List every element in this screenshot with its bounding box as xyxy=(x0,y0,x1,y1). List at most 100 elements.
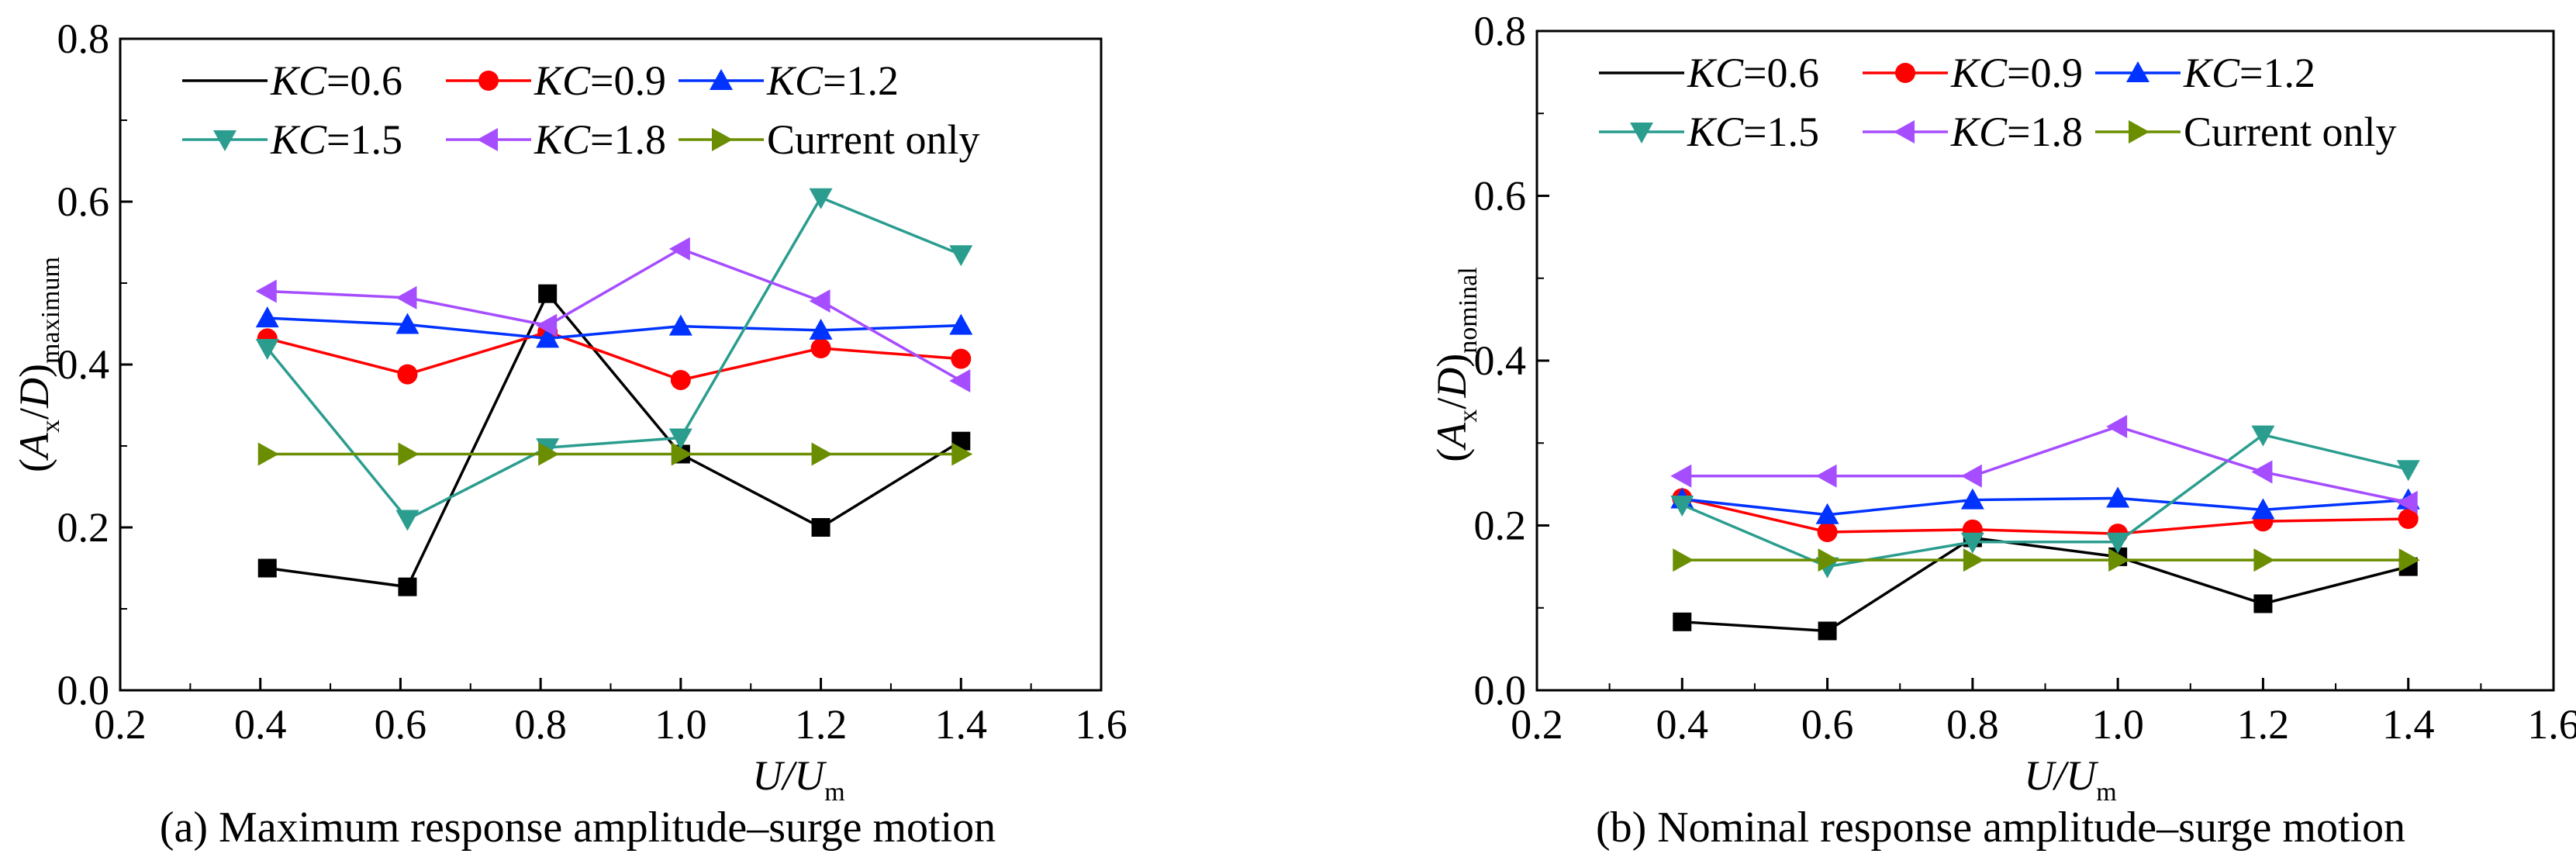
legend-label: Current only xyxy=(767,116,979,163)
x-tick-label: 0.2 xyxy=(1511,701,1563,748)
y-axis-label: (Ax/D)maximum xyxy=(11,257,65,472)
data-point xyxy=(670,369,691,390)
series-3 xyxy=(1670,425,2420,579)
y-ticks: 0.0 0.2 0.4 0.6 0.8 xyxy=(1474,8,1549,714)
series-0 xyxy=(257,284,971,596)
x-ticks: 0.2 0.4 0.6 0.8 1.0 1.2 1.4 1.6 xyxy=(1511,678,2576,748)
y-ticks: 0.0 0.2 0.4 0.6 0.8 xyxy=(57,16,133,714)
data-point xyxy=(2251,498,2275,520)
legend-label: KC=1.8 xyxy=(1950,109,2083,155)
legend: KC=0.6 KC=0.9 KC=1.2 KC=1.5 KC=1.8 Current on… xyxy=(182,57,979,163)
x-tick-label: 0.6 xyxy=(1801,701,1854,748)
legend-label: KC=0.6 xyxy=(270,57,402,104)
data-point xyxy=(255,306,279,328)
data-point xyxy=(810,338,831,358)
x-axis-label: U/Um xyxy=(752,752,844,807)
y-tick-label: 0.6 xyxy=(57,178,110,225)
legend-marker xyxy=(712,128,733,151)
data-point xyxy=(951,442,973,466)
series-line xyxy=(267,316,962,340)
data-point xyxy=(1673,548,1694,572)
data-point xyxy=(538,442,560,466)
series-4 xyxy=(255,237,971,392)
legend-label: KC=1.2 xyxy=(2183,50,2315,96)
x-tick-label: 0.8 xyxy=(514,701,567,748)
data-point xyxy=(536,313,558,337)
data-point xyxy=(2398,509,2419,529)
data-point xyxy=(2396,490,2418,514)
data-point xyxy=(809,188,833,209)
series-line xyxy=(266,195,962,521)
x-tick-label: 1.6 xyxy=(2527,701,2576,748)
data-point xyxy=(668,314,692,336)
y-axis-label: (Ax/D)nominal xyxy=(1428,267,1483,461)
legend-marker xyxy=(213,130,237,151)
data-point xyxy=(2106,415,2128,438)
series-4 xyxy=(1670,415,2418,514)
series-line xyxy=(267,291,962,589)
x-axis-label: U/Um xyxy=(2024,752,2116,807)
legend-marker xyxy=(1894,120,1915,143)
series-3 xyxy=(255,188,973,531)
data-point xyxy=(2251,460,2273,484)
data-point xyxy=(2108,548,2130,572)
data-point xyxy=(395,285,417,309)
data-point xyxy=(949,369,971,392)
series-line xyxy=(267,330,962,382)
x-tick-label: 1.0 xyxy=(2091,701,2144,748)
data-point xyxy=(809,318,833,340)
legend-marker xyxy=(1895,63,1915,83)
data-point xyxy=(1818,621,1837,641)
y-tick-label: 0.0 xyxy=(1474,667,1527,714)
y-tick-label: 0.8 xyxy=(57,16,110,62)
data-point xyxy=(1673,612,1692,631)
data-point xyxy=(1818,548,1839,572)
data-point xyxy=(668,428,692,450)
data-point xyxy=(395,313,420,334)
data-point xyxy=(1960,488,1984,510)
data-point xyxy=(2253,548,2275,572)
data-point xyxy=(536,327,560,348)
legend-marker xyxy=(2129,120,2150,143)
x-tick-label: 1.2 xyxy=(2237,701,2290,748)
legend-marker xyxy=(710,69,733,90)
data-point xyxy=(809,289,830,313)
y-tick-label: 0.2 xyxy=(1474,503,1527,549)
data-point xyxy=(1963,548,1984,572)
y-tick-label: 0.8 xyxy=(1474,8,1527,54)
data-point xyxy=(811,442,833,466)
data-point xyxy=(2106,486,2130,508)
legend-label: KC=0.6 xyxy=(1687,50,1819,96)
series-2 xyxy=(255,306,973,348)
data-point xyxy=(2396,460,2420,482)
data-point xyxy=(1815,464,1837,488)
series-5 xyxy=(1673,548,2420,572)
data-point xyxy=(949,313,973,335)
legend-label: KC=1.5 xyxy=(270,116,402,163)
data-point xyxy=(255,279,277,303)
series-line xyxy=(1681,433,2409,569)
y-tick-label: 0.4 xyxy=(57,341,110,388)
legend-label: KC=1.8 xyxy=(534,116,666,163)
legend-marker xyxy=(2126,61,2150,82)
data-point xyxy=(1960,464,1982,488)
data-point xyxy=(257,442,279,466)
data-point xyxy=(2251,425,2275,447)
legend-label: KC=0.9 xyxy=(1950,50,2083,96)
data-point xyxy=(2253,594,2273,613)
data-point xyxy=(1670,495,1694,517)
x-ticks: 0.2 0.4 0.6 0.8 1.0 1.2 1.4 1.6 xyxy=(94,678,1127,748)
series-line xyxy=(1682,536,2409,633)
data-point xyxy=(398,442,420,466)
series-line xyxy=(267,247,962,382)
data-point xyxy=(2398,548,2420,572)
data-point xyxy=(2106,532,2130,554)
x-tick-label: 1.6 xyxy=(1075,701,1127,748)
legend-label: Current only xyxy=(2184,109,2396,155)
y-tick-label: 0.6 xyxy=(1474,173,1527,219)
data-point xyxy=(949,245,973,267)
x-tick-label: 0.6 xyxy=(375,701,427,748)
figure-caption: (a) Maximum response amplitude–surge mot… xyxy=(160,804,996,852)
x-tick-label: 0.4 xyxy=(1656,701,1709,748)
